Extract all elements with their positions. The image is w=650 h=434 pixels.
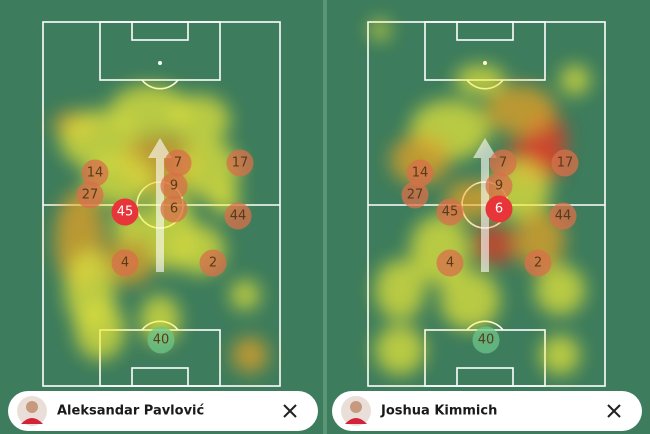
goal-box <box>456 21 514 41</box>
heat-blob <box>230 280 260 310</box>
direction-arrow <box>148 138 172 272</box>
heat-blob <box>375 260 425 320</box>
player-marker <box>111 198 139 226</box>
player-number: 14 <box>87 166 104 181</box>
player-number: 2 <box>534 256 542 271</box>
close-icon <box>607 404 621 418</box>
penalty-box <box>99 21 221 81</box>
player-number: 45 <box>117 205 134 220</box>
direction-arrow <box>473 138 497 272</box>
player-number: 6 <box>495 202 503 217</box>
player-number: 2 <box>209 256 217 271</box>
player-marker <box>472 326 500 354</box>
player-marker <box>551 149 579 177</box>
player-number: 14 <box>412 166 429 181</box>
player-number: 6 <box>170 202 178 217</box>
heat-blob <box>455 65 505 95</box>
player-number: 7 <box>499 156 507 171</box>
player-marker <box>160 195 188 223</box>
goal-box <box>456 367 514 387</box>
player-marker <box>226 149 254 177</box>
player-number: 7 <box>174 156 182 171</box>
player-card: Joshua Kimmich <box>332 391 642 431</box>
player-marker <box>224 202 252 230</box>
player-number: 40 <box>478 333 495 348</box>
close-button[interactable] <box>607 404 621 418</box>
penalty-spot <box>483 61 487 65</box>
avatar-shirt <box>345 418 367 424</box>
heat-blob <box>370 20 390 40</box>
heat-blob <box>560 65 590 95</box>
player-number: 17 <box>232 156 249 171</box>
player-marker <box>436 249 464 277</box>
player-marker <box>549 202 577 230</box>
heat-blob <box>232 337 268 373</box>
player-marker <box>76 181 104 209</box>
player-number: 27 <box>407 188 424 203</box>
player-number: 44 <box>555 209 572 224</box>
avatar-shirt <box>21 418 43 424</box>
player-marker <box>401 181 429 209</box>
player-number: 9 <box>495 179 503 194</box>
heat-blob <box>440 270 500 330</box>
player-marker <box>147 326 175 354</box>
player-number: 17 <box>557 156 574 171</box>
player-number: 4 <box>446 256 454 271</box>
goal-box <box>131 21 189 41</box>
heat-blob <box>75 300 125 360</box>
player-marker <box>524 249 552 277</box>
heat-blob <box>485 85 555 135</box>
heat-blob <box>540 335 580 375</box>
card-bg <box>332 391 642 431</box>
player-number: 4 <box>121 256 129 271</box>
player-marker <box>485 195 513 223</box>
heat-blob <box>110 85 190 135</box>
player-number: 40 <box>153 333 170 348</box>
heat-blob <box>170 95 230 145</box>
player-marker <box>199 249 227 277</box>
penalty-spot <box>158 61 162 65</box>
heat-blob <box>473 225 517 265</box>
player-number: 27 <box>82 188 99 203</box>
heat-blob <box>535 265 585 315</box>
goal-box <box>131 367 189 387</box>
player-number: 45 <box>442 205 459 220</box>
player-name: Joshua Kimmich <box>380 404 497 419</box>
player-card: Aleksandar Pavlović <box>8 391 318 431</box>
heat-blob <box>375 325 425 375</box>
close-button[interactable] <box>283 404 297 418</box>
player-number: 44 <box>230 209 247 224</box>
player-marker <box>436 198 464 226</box>
avatar-head <box>26 401 38 413</box>
player-name: Aleksandar Pavlović <box>57 404 205 419</box>
divider <box>323 0 327 434</box>
card-bg <box>8 391 318 431</box>
avatar-head <box>350 401 362 413</box>
player-marker <box>111 249 139 277</box>
player-number: 9 <box>170 179 178 194</box>
close-icon <box>283 404 297 418</box>
